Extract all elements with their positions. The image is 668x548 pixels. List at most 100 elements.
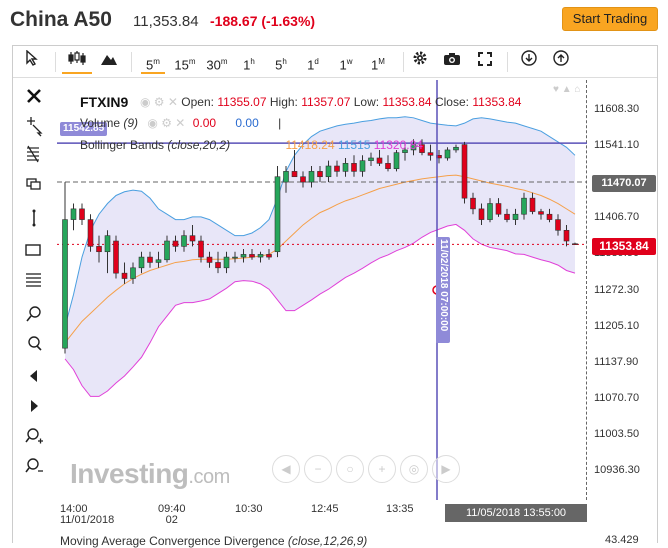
candles-group [62, 139, 578, 354]
camera-icon[interactable] [441, 50, 463, 74]
candle-body [317, 171, 323, 178]
download-cloud-icon[interactable] [518, 50, 540, 74]
candle-body [300, 176, 306, 183]
candle-body [308, 171, 315, 183]
zoom-tool-icon[interactable] [23, 303, 45, 325]
x-tick: 13:35 [386, 503, 414, 515]
crosshair-price-badge: 11470.07 [592, 175, 656, 192]
candle-body [470, 197, 476, 210]
candle-body [478, 208, 485, 220]
time-axis[interactable]: 14:00 11/01/2018 09:40 02 10:30 12:45 13:3… [57, 500, 587, 530]
arrow-left-icon[interactable] [23, 365, 45, 387]
y-tick: 11205.10 [594, 320, 640, 332]
legend-ohlc: ◉ ⚙ ✕ Open: 11355.07 High: 11357.07 Low:… [140, 95, 522, 109]
candle-body [172, 240, 179, 247]
candle-body [351, 163, 357, 172]
zoom-in-nav-icon[interactable]: + [368, 455, 396, 483]
candle-body [427, 152, 434, 156]
candle-body [223, 256, 230, 269]
candlestick-chart-icon[interactable] [62, 50, 92, 74]
magnifier-icon[interactable] [23, 333, 45, 355]
candle-body [555, 219, 561, 231]
candle-body [155, 259, 162, 263]
upload-cloud-icon[interactable] [550, 50, 572, 74]
candlestick-chart[interactable] [57, 80, 587, 500]
channel-tool-icon[interactable] [23, 269, 45, 291]
candle-body [563, 230, 570, 242]
zoom-out-nav-icon[interactable]: − [304, 455, 332, 483]
price-axis[interactable]: 11608.30 11541.10 11406.70 11339.50 1127… [588, 80, 658, 500]
candle-body [393, 152, 400, 169]
candle-body [79, 208, 85, 220]
candle-body [512, 213, 519, 220]
candle-body [274, 176, 281, 253]
candle-body [283, 171, 289, 183]
x-tick: 14:00 11/01/2018 [60, 503, 115, 526]
rectangle-tool-icon[interactable] [23, 239, 45, 261]
scroll-right-icon[interactable]: ▶ [432, 455, 460, 483]
start-trading-button[interactable]: Start Trading [562, 7, 658, 31]
pane-controls[interactable]: ♥ ▲ ⌂ [553, 84, 581, 95]
macd-value: 43.429 [605, 534, 639, 546]
candle-body [189, 235, 196, 242]
candle-body [164, 240, 170, 261]
mountain-chart-icon[interactable] [97, 50, 121, 74]
bollinger-upper-line [64, 116, 576, 327]
close-icon[interactable] [23, 85, 45, 107]
legend-symbol: FTXIN9 [80, 94, 129, 110]
candle-body [495, 203, 502, 215]
crosshair-date-label: 11/02/2018 07:00:00 [438, 239, 449, 332]
candle-body [402, 149, 408, 153]
y-tick: 11541.10 [594, 139, 640, 151]
bb-left-badge: 11542.85 [60, 122, 108, 136]
crosshair-tool-icon[interactable] [23, 115, 45, 137]
eye-icon[interactable]: ◉ ⚙ ✕ [140, 95, 178, 109]
fullscreen-icon[interactable] [474, 50, 496, 74]
zoom-out-icon[interactable] [23, 455, 45, 477]
candle-body [232, 256, 238, 259]
scroll-left-icon[interactable]: ◀ [272, 455, 300, 483]
candle-body [147, 256, 153, 263]
candle-body [266, 254, 272, 258]
arrow-right-icon[interactable] [23, 395, 45, 417]
candle-body [521, 197, 527, 215]
y-tick: 11272.30 [594, 284, 640, 296]
drawing-tools [13, 79, 55, 499]
candle-body [130, 267, 136, 279]
candle-body [572, 243, 578, 245]
plot-area[interactable] [57, 80, 587, 500]
fibonacci-tool-icon[interactable] [23, 143, 45, 165]
vertical-line-tool-icon[interactable] [23, 207, 45, 229]
zoom-fit-nav-icon[interactable]: ◎ [400, 455, 428, 483]
timeframe-15m[interactable]: 15m [174, 57, 196, 73]
eye-icon[interactable]: ◉ ⚙ ✕ [147, 116, 186, 130]
chart-navigation: ◀ − ○ + ◎ ▶ [272, 455, 462, 483]
timeframe-1w[interactable]: 1w [339, 57, 353, 73]
candle-body [419, 144, 425, 153]
cursor-icon[interactable] [21, 49, 43, 74]
bollinger-band-fill [65, 116, 575, 397]
candle-body [359, 160, 366, 172]
candle-body [181, 235, 187, 247]
candle-body [215, 262, 221, 269]
chart-frame [12, 45, 658, 543]
timeframe-1h[interactable]: 1h [243, 57, 255, 73]
timeframe-5m[interactable]: 5m [141, 50, 165, 74]
gear-icon[interactable] [409, 50, 431, 74]
candle-body [291, 171, 298, 178]
zoom-reset-nav-icon[interactable]: ○ [336, 455, 364, 483]
x-tick: 10:30 [235, 503, 263, 515]
timeframe-1M[interactable]: 1M [371, 57, 385, 73]
candle-body [385, 163, 391, 169]
timeframe-30m[interactable]: 30m [206, 57, 228, 73]
legend-volume: Volume (9) ◉ ⚙ ✕ 0.00 0.00 | [80, 116, 282, 130]
candle-body [121, 272, 128, 279]
macd-legend: Moving Average Convergence Divergence (c… [60, 534, 368, 548]
layers-tool-icon[interactable] [23, 173, 45, 195]
timeframe-5h[interactable]: 5h [275, 57, 287, 73]
candle-body [487, 203, 493, 220]
timeframe-1d[interactable]: 1d [307, 57, 319, 73]
candle-body [113, 240, 119, 274]
y-tick: 11608.30 [594, 103, 640, 115]
zoom-in-icon[interactable] [23, 425, 45, 447]
